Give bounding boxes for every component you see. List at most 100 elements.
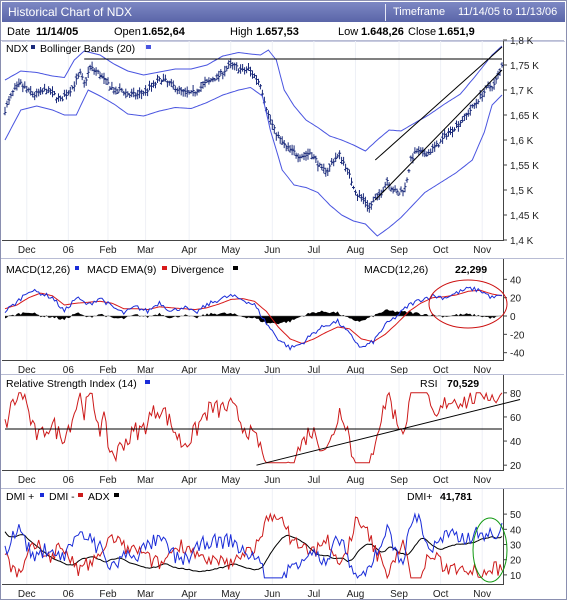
price-bar xyxy=(21,83,25,93)
price-bar xyxy=(257,78,260,86)
month-label: Oct xyxy=(433,589,449,600)
price-bar xyxy=(247,63,250,71)
lower-bollinger-band xyxy=(4,86,503,237)
price-bar xyxy=(191,85,195,97)
price-bar xyxy=(449,126,452,135)
dmi-readout-label: DMI+ xyxy=(407,491,432,503)
price-bar xyxy=(342,156,346,166)
month-label: Oct xyxy=(433,245,449,256)
price-bar xyxy=(330,158,334,165)
price-bar xyxy=(433,141,437,152)
price-bar xyxy=(128,93,132,98)
legend-bollinger-swatch xyxy=(146,45,151,49)
price-bar xyxy=(136,89,140,100)
price-bar xyxy=(437,144,441,148)
price-bar xyxy=(419,147,423,153)
price-bar xyxy=(76,72,80,79)
month-label: Aug xyxy=(347,589,365,600)
price-bar xyxy=(249,66,252,77)
legend-rsi-swatch xyxy=(145,380,150,384)
legend-dmi-minus-swatch xyxy=(78,493,83,497)
price-bar xyxy=(55,97,58,104)
price-bar xyxy=(314,155,318,163)
price-bar xyxy=(302,152,306,161)
month-label: Feb xyxy=(99,475,117,486)
legend-rsi: Relative Strength Index (14) xyxy=(6,378,137,390)
price-bar xyxy=(365,200,369,212)
month-label: Jul xyxy=(307,365,320,376)
month-label: Jun xyxy=(264,245,280,256)
price-bar xyxy=(298,154,302,162)
price-bar xyxy=(375,193,379,201)
open-value: 1.652,64 xyxy=(142,26,185,38)
price-bar xyxy=(389,186,393,192)
price-bar xyxy=(417,146,421,156)
price-bar xyxy=(288,145,292,153)
price-bar xyxy=(403,182,407,193)
dmi-highlight-circle xyxy=(472,517,508,583)
month-label: Apr xyxy=(181,245,197,256)
price-bar xyxy=(138,87,142,99)
price-bar xyxy=(354,189,357,196)
dmi-minus-line xyxy=(4,512,503,580)
price-bar xyxy=(294,152,298,159)
price-bar xyxy=(49,88,52,95)
month-label: Aug xyxy=(347,245,365,256)
price-bar xyxy=(78,68,82,75)
price-bar xyxy=(488,82,492,92)
price-bar xyxy=(427,149,431,155)
panel-divider xyxy=(1,258,564,259)
price-bar xyxy=(37,88,41,97)
y-tick-label: 1,6 K xyxy=(510,136,534,147)
month-label: 06 xyxy=(63,475,75,486)
month-label: Sep xyxy=(390,245,408,256)
timeframe-range[interactable]: 11/14/05 to 11/13/06 xyxy=(458,6,558,18)
price-bar xyxy=(142,90,146,96)
price-bar xyxy=(108,86,112,91)
price-bar xyxy=(233,62,237,71)
price-bar xyxy=(284,144,288,152)
price-bar xyxy=(241,64,245,72)
adx-line xyxy=(4,531,503,573)
price-bar xyxy=(179,87,183,96)
macd-ema-line xyxy=(4,289,503,345)
month-label: Aug xyxy=(347,475,365,486)
y-tick-label: 1,65 K xyxy=(510,111,539,122)
price-bar xyxy=(251,70,254,79)
month-label: Jun xyxy=(264,589,280,600)
price-bar xyxy=(209,78,213,83)
month-label: Jun xyxy=(264,365,280,376)
price-bar xyxy=(72,81,76,92)
price-bar xyxy=(431,143,435,153)
price-bar xyxy=(171,80,175,90)
low-value: 1.648,26 xyxy=(361,26,404,38)
month-label: 06 xyxy=(63,365,75,376)
price-bar xyxy=(373,193,377,200)
month-label: Jun xyxy=(264,475,280,486)
price-bar xyxy=(405,177,409,183)
month-label: Oct xyxy=(433,475,449,486)
price-bar xyxy=(60,96,64,102)
price-bar xyxy=(340,156,344,165)
price-bar xyxy=(356,193,359,201)
price-bar xyxy=(17,78,21,88)
month-label: Feb xyxy=(99,589,117,600)
month-label: May xyxy=(221,245,240,256)
price-bar xyxy=(453,127,456,132)
high-value: 1.657,53 xyxy=(256,26,299,38)
month-label: May xyxy=(221,475,240,486)
y-tick-label: 40 xyxy=(510,275,522,286)
price-bar xyxy=(350,177,353,186)
price-bar xyxy=(338,150,342,160)
price-bar xyxy=(213,78,217,82)
price-bar xyxy=(253,73,256,79)
price-bar xyxy=(322,163,326,174)
price-bar xyxy=(80,73,84,81)
month-label: Mar xyxy=(137,245,155,256)
y-axis-line xyxy=(503,489,504,584)
price-bar xyxy=(45,88,49,95)
price-bar xyxy=(500,62,504,68)
dmi-readout-value: 41,781 xyxy=(440,491,472,503)
price-bar xyxy=(369,201,373,210)
month-label: Nov xyxy=(473,475,491,486)
